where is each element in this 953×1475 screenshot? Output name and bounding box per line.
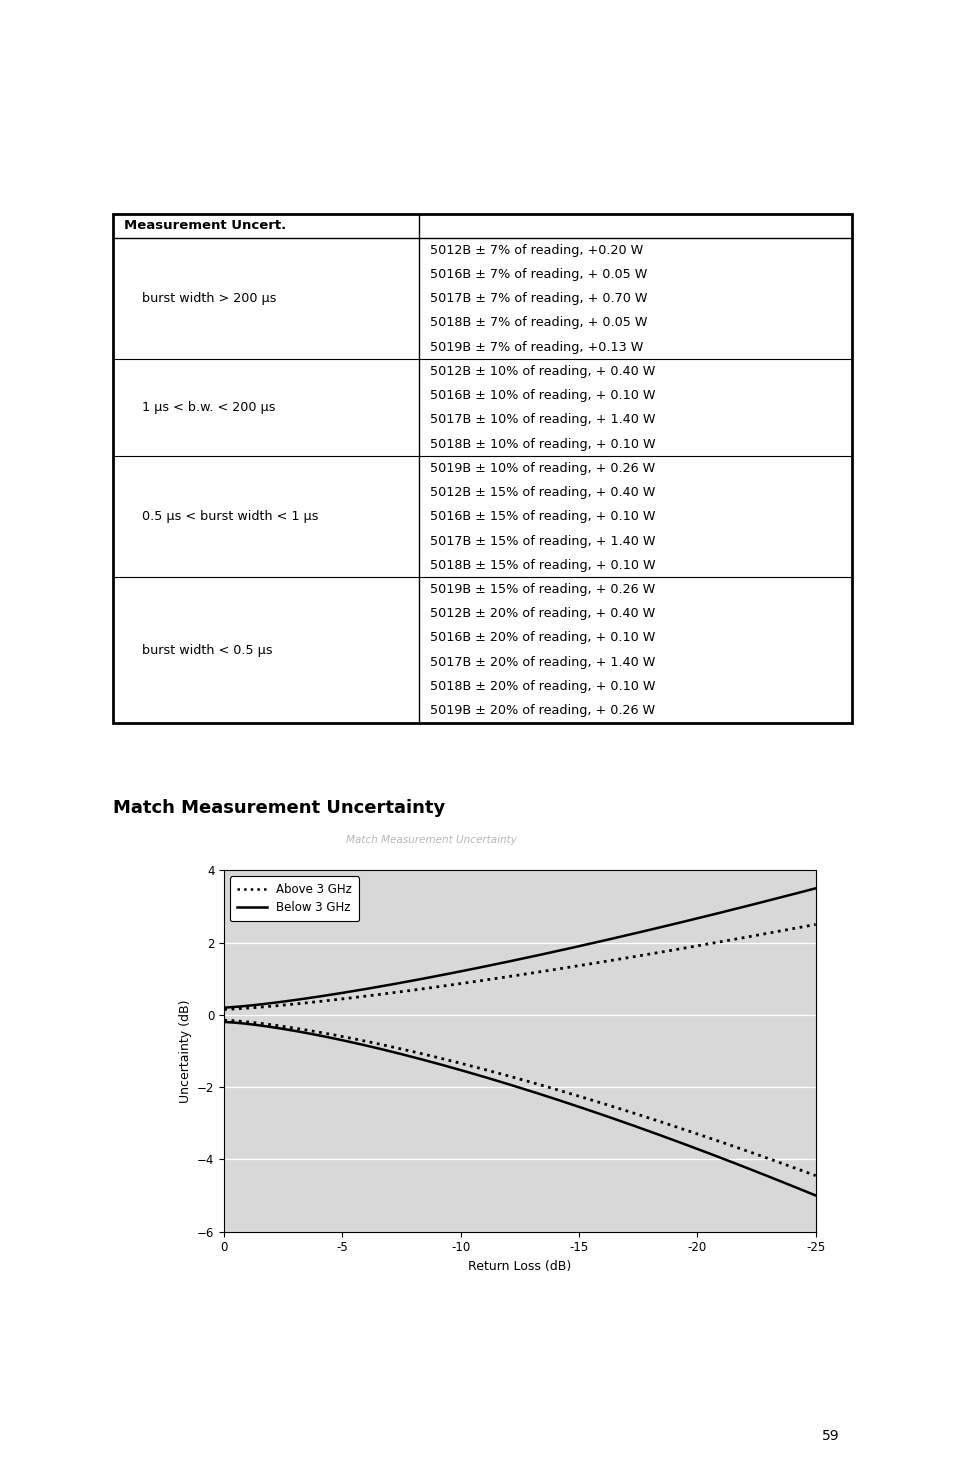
Y-axis label: Uncertainty (dB): Uncertainty (dB) <box>178 999 192 1103</box>
Text: 5016B ± 15% of reading, + 0.10 W: 5016B ± 15% of reading, + 0.10 W <box>430 510 656 524</box>
Text: 5016B ± 20% of reading, + 0.10 W: 5016B ± 20% of reading, + 0.10 W <box>430 631 655 645</box>
Text: 5019B ± 10% of reading, + 0.26 W: 5019B ± 10% of reading, + 0.26 W <box>430 462 655 475</box>
Text: 5018B ± 15% of reading, + 0.10 W: 5018B ± 15% of reading, + 0.10 W <box>430 559 656 572</box>
Text: burst width > 200 μs: burst width > 200 μs <box>142 292 276 305</box>
Text: 5012B ± 7% of reading, +0.20 W: 5012B ± 7% of reading, +0.20 W <box>430 243 643 257</box>
X-axis label: Return Loss (dB): Return Loss (dB) <box>468 1260 571 1273</box>
Text: 5012B ± 15% of reading, + 0.40 W: 5012B ± 15% of reading, + 0.40 W <box>430 487 655 499</box>
Text: 5017B ± 20% of reading, + 1.40 W: 5017B ± 20% of reading, + 1.40 W <box>430 656 655 668</box>
Text: 5012B ± 20% of reading, + 0.40 W: 5012B ± 20% of reading, + 0.40 W <box>430 608 655 620</box>
Text: 59: 59 <box>821 1429 839 1443</box>
Text: Match Measurement Uncertainty: Match Measurement Uncertainty <box>345 835 517 845</box>
Text: 5018B ± 7% of reading, + 0.05 W: 5018B ± 7% of reading, + 0.05 W <box>430 317 647 329</box>
Legend: Above 3 GHz, Below 3 GHz: Above 3 GHz, Below 3 GHz <box>230 876 358 920</box>
Text: 0.5 μs < burst width < 1 μs: 0.5 μs < burst width < 1 μs <box>142 510 318 524</box>
Text: 5017B ± 15% of reading, + 1.40 W: 5017B ± 15% of reading, + 1.40 W <box>430 534 656 547</box>
Text: 5016B ± 7% of reading, + 0.05 W: 5016B ± 7% of reading, + 0.05 W <box>430 268 647 280</box>
Text: 5017B ± 7% of reading, + 0.70 W: 5017B ± 7% of reading, + 0.70 W <box>430 292 647 305</box>
Text: 5019B ± 7% of reading, +0.13 W: 5019B ± 7% of reading, +0.13 W <box>430 341 643 354</box>
Text: 5018B ± 10% of reading, + 0.10 W: 5018B ± 10% of reading, + 0.10 W <box>430 438 656 450</box>
Text: 5017B ± 10% of reading, + 1.40 W: 5017B ± 10% of reading, + 1.40 W <box>430 413 656 426</box>
Text: burst width < 0.5 μs: burst width < 0.5 μs <box>142 643 273 656</box>
Text: 5012B ± 10% of reading, + 0.40 W: 5012B ± 10% of reading, + 0.40 W <box>430 364 655 378</box>
Text: 5019B ± 20% of reading, + 0.26 W: 5019B ± 20% of reading, + 0.26 W <box>430 704 655 717</box>
Text: 5016B ± 10% of reading, + 0.10 W: 5016B ± 10% of reading, + 0.10 W <box>430 389 656 403</box>
Text: 1 μs < b.w. < 200 μs: 1 μs < b.w. < 200 μs <box>142 401 275 414</box>
Text: 5019B ± 15% of reading, + 0.26 W: 5019B ± 15% of reading, + 0.26 W <box>430 583 655 596</box>
Text: 5018B ± 20% of reading, + 0.10 W: 5018B ± 20% of reading, + 0.10 W <box>430 680 656 693</box>
Text: Measurement Uncert.: Measurement Uncert. <box>124 220 286 233</box>
Text: Match Measurement Uncertainty: Match Measurement Uncertainty <box>112 799 444 817</box>
